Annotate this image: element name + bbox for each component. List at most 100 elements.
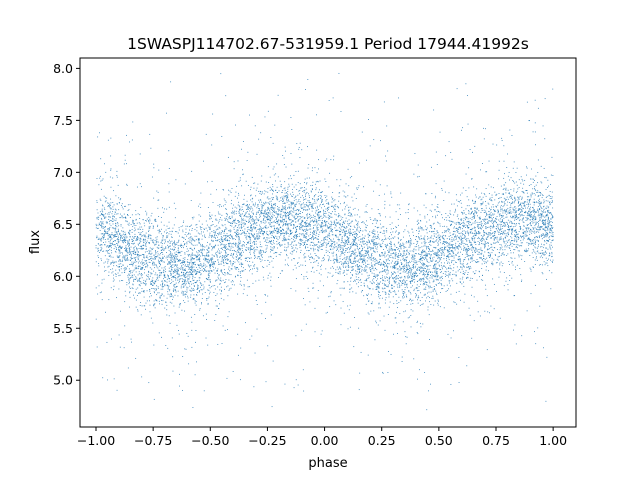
data-point [450,245,452,246]
data-point [547,265,549,267]
data-point [137,259,139,260]
data-point [304,234,306,236]
data-point [504,210,506,212]
data-point [221,248,223,250]
data-point [441,236,443,238]
data-point [168,249,170,251]
data-point [353,260,355,262]
data-point [256,304,258,305]
data-point [190,287,192,289]
data-point [509,129,511,131]
data-point [528,237,530,239]
data-point [208,296,210,298]
data-point [179,259,181,261]
data-point [177,267,179,269]
data-point [479,240,481,242]
data-point [541,214,543,216]
data-point [450,383,452,385]
data-point [409,260,410,262]
data-point [511,222,513,224]
data-point [400,262,402,263]
data-point [189,242,191,244]
data-point [258,199,260,201]
data-point [527,224,529,225]
data-point [268,208,269,210]
data-point [283,197,285,199]
data-point [168,262,170,264]
data-point [228,289,230,291]
data-point [199,271,201,273]
data-point [195,282,197,284]
data-point [462,240,464,242]
data-point [538,223,539,225]
data-point [532,267,534,268]
data-point [300,211,302,212]
data-point [510,189,512,190]
data-point [415,253,417,255]
data-point [466,365,468,367]
data-point [235,238,236,240]
data-point [535,222,537,224]
data-point [175,279,176,281]
data-point [154,283,155,285]
data-point [178,330,179,331]
data-point [391,260,393,262]
data-point [198,254,200,256]
data-point [306,222,308,224]
data-point [436,272,438,274]
data-point [100,221,102,223]
data-point [241,270,243,271]
data-point [144,269,146,271]
data-point [169,296,171,298]
data-point [447,242,449,243]
data-point [169,301,171,303]
data-point [152,227,154,229]
data-point [238,237,240,239]
data-point [136,256,138,258]
data-point [407,269,409,271]
data-point [412,303,414,305]
data-point [104,226,106,228]
data-point [265,317,266,319]
data-point [239,272,241,274]
data-point [331,245,333,247]
data-point [224,329,226,331]
data-point [210,216,211,218]
data-point [340,242,342,244]
data-point [289,207,291,208]
data-point [402,321,404,323]
data-point [324,205,325,207]
data-point [198,257,200,259]
data-point [368,274,370,276]
data-point [97,247,99,249]
data-point [461,278,463,280]
data-point [350,222,352,224]
data-point [498,231,500,233]
data-point [231,256,233,258]
data-point [251,211,253,213]
data-point [145,283,147,285]
data-point [335,271,337,273]
data-point [209,281,211,283]
data-point [271,233,273,235]
data-point [305,224,307,226]
data-point [343,242,345,244]
data-point [286,224,288,226]
data-point [110,287,112,289]
data-point [459,259,461,261]
data-point [203,262,205,264]
data-point [283,206,285,208]
data-point [383,230,385,232]
data-point [384,204,386,206]
data-point [237,197,238,199]
data-point [375,222,377,224]
data-point [256,207,258,209]
data-point [144,260,146,261]
data-point [113,378,115,380]
data-point [409,245,411,246]
data-point [214,226,216,228]
data-point [308,223,310,225]
data-point [217,276,219,278]
data-point [291,214,293,216]
data-point [351,215,353,217]
